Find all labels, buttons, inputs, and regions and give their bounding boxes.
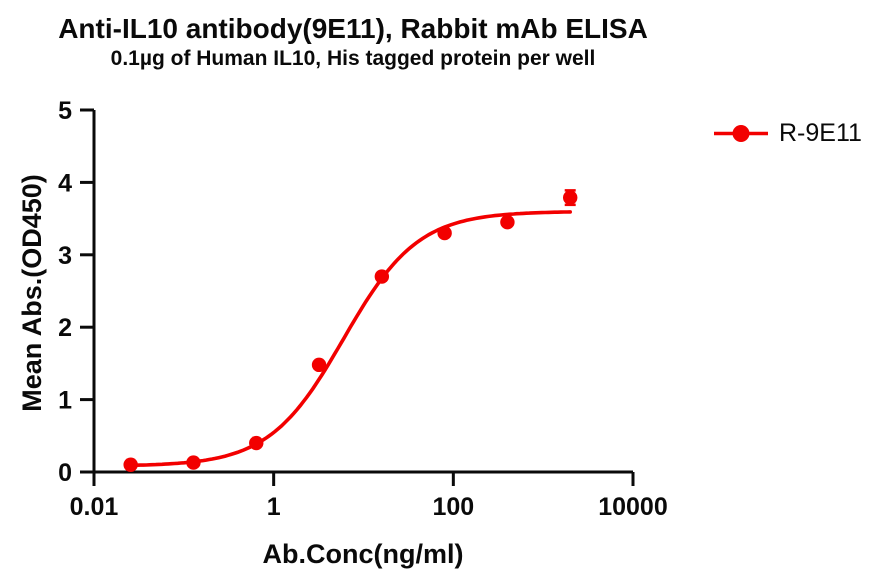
legend-label: R-9E11 (779, 119, 862, 147)
legend-dot (732, 125, 750, 142)
y-tick-label: 3 (58, 242, 72, 270)
chart-title: Anti-IL10 antibody(9E11), Rabbit mAb ELI… (58, 13, 648, 44)
legend-marker-icon (714, 125, 768, 142)
data-point (563, 190, 578, 205)
axes: 0 1 2 3 4 5 0.01 1 100 10000 (58, 97, 668, 521)
y-tick-label: 4 (58, 169, 72, 197)
data-point (123, 457, 138, 472)
y-axis-title: Mean Abs.(OD450) (17, 174, 47, 412)
x-tick-label: 10000 (598, 493, 668, 521)
data-point (437, 225, 452, 241)
chart-subtitle: 0.1µg of Human IL10, His tagged protein … (110, 47, 596, 70)
y-tick-label: 2 (58, 314, 72, 342)
y-tick-label: 5 (58, 97, 72, 125)
data-point (249, 435, 264, 451)
data-point (311, 357, 327, 373)
data-point (500, 215, 515, 230)
data-point (186, 455, 201, 470)
x-tick-label: 0.01 (70, 493, 119, 521)
y-tick-label: 0 (58, 459, 72, 487)
legend: R-9E11 (712, 120, 862, 147)
series-r-9e11 (123, 189, 578, 472)
y-tick-label: 1 (58, 387, 72, 415)
data-point (374, 269, 390, 284)
x-axis-title: Ab.Conc(ng/ml) (263, 539, 464, 569)
x-tick-label: 100 (432, 493, 474, 521)
fit-curve (128, 210, 572, 468)
x-tick-label: 1 (267, 493, 281, 521)
